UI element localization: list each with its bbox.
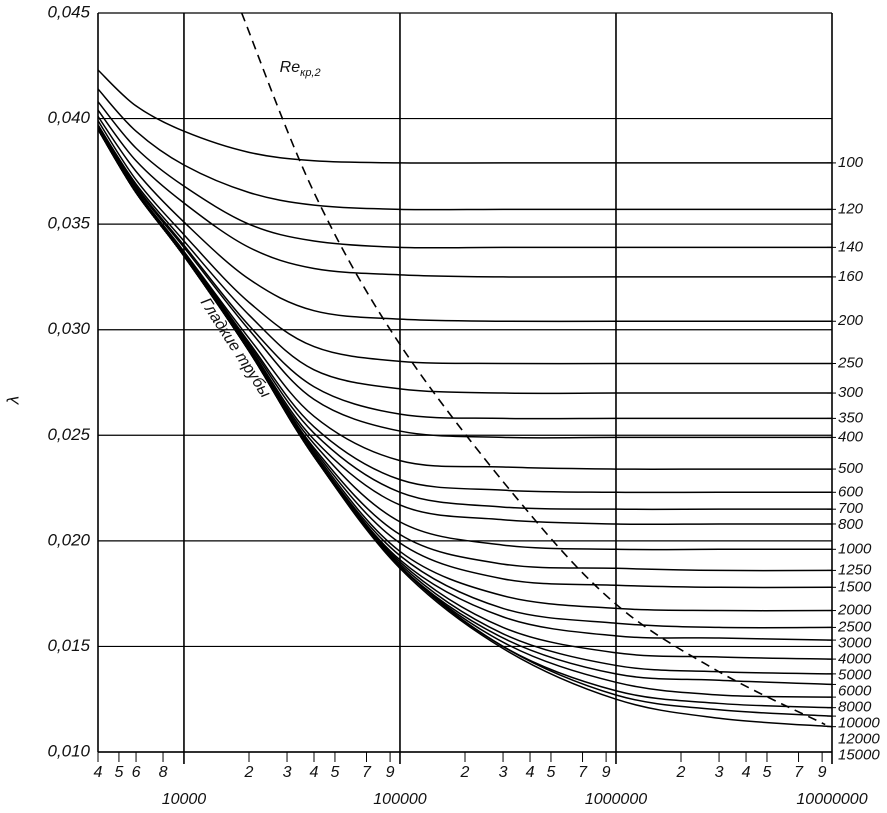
x-tick-label: 5: [330, 764, 339, 781]
curve-label: 4000: [838, 650, 872, 667]
curve-label: 5000: [838, 666, 872, 683]
curve-label: 400: [838, 428, 864, 445]
curve: [98, 116, 832, 323]
curve: [98, 124, 832, 395]
curve-label: 300: [838, 384, 864, 401]
curve-label: 2000: [837, 602, 872, 619]
curve-label: 160: [838, 268, 864, 285]
x-tick-label: 4: [94, 764, 103, 781]
curve-label: 140: [838, 238, 864, 255]
curve: [98, 128, 832, 728]
x-tick-label: 2: [676, 764, 686, 781]
curve: [98, 69, 832, 164]
curve: [98, 128, 832, 589]
curve: [98, 128, 832, 698]
y-tick-label: 0,010: [47, 741, 90, 760]
x-tick-label: 3: [715, 764, 724, 781]
x-major-label: 10000: [162, 791, 207, 808]
x-major-label: 100000: [373, 791, 426, 808]
curve: [98, 126, 832, 439]
curve: [98, 128, 832, 551]
curve-label: 3000: [838, 634, 872, 651]
x-tick-label: 4: [526, 764, 535, 781]
y-tick-label: 0,045: [47, 2, 90, 21]
x-tick-label: 9: [386, 764, 395, 781]
curve-label: 700: [838, 500, 864, 517]
x-tick-label: 9: [602, 764, 611, 781]
x-tick-label: 2: [460, 764, 470, 781]
y-tick-label: 0,030: [47, 319, 90, 338]
x-tick-label: 8: [159, 764, 168, 781]
x-tick-label: 4: [742, 764, 751, 781]
x-tick-label: 3: [283, 764, 292, 781]
critical-label: Reкр,2: [280, 59, 321, 79]
curve: [98, 101, 832, 249]
curve-label: 1250: [838, 561, 872, 578]
x-tick-label: 2: [244, 764, 254, 781]
critical-curve: [240, 13, 826, 726]
curve-label: 250: [837, 354, 864, 371]
curve-label: 1500: [838, 578, 872, 595]
curve: [98, 124, 832, 420]
x-tick-label: 6: [132, 764, 141, 781]
y-axis-label: λ: [3, 396, 22, 405]
curve-label: 800: [838, 516, 864, 533]
plot-area: [98, 13, 832, 728]
x-major-label: 10000000: [796, 791, 867, 808]
curve-label: 6000: [838, 682, 872, 699]
curve-label: 120: [838, 200, 864, 217]
curve-label: 10000: [838, 714, 880, 731]
smooth-label: Гладкие трубы: [197, 295, 274, 401]
y-tick-label: 0,025: [47, 425, 90, 444]
x-tick-label: 4: [310, 764, 319, 781]
y-tick-label: 0,015: [47, 636, 90, 655]
y-tick-label: 0,020: [47, 530, 90, 549]
critical-label-sub: кр,2: [300, 67, 321, 79]
curve-label: 15000: [838, 746, 880, 763]
curve-label: 200: [837, 312, 864, 329]
x-tick-label: 9: [818, 764, 827, 781]
x-tick-label: 5: [114, 764, 123, 781]
x-tick-label: 7: [794, 764, 804, 781]
curve: [98, 128, 832, 629]
curve: [98, 128, 832, 526]
curve: [98, 128, 832, 675]
curve-label: 1000: [838, 540, 872, 557]
x-tick-label: 5: [547, 764, 556, 781]
curve: [98, 120, 832, 365]
curve: [98, 109, 832, 278]
y-tick-label: 0,040: [47, 108, 90, 127]
x-tick-label: 7: [578, 764, 588, 781]
x-tick-label: 7: [362, 764, 372, 781]
curve-label: 600: [838, 483, 864, 500]
curve: [98, 126, 832, 494]
curve-label: 2500: [837, 618, 872, 635]
x-tick-label: 3: [499, 764, 508, 781]
curve-label: 100: [838, 154, 864, 171]
curve-label: 350: [838, 409, 864, 426]
curve: [98, 128, 832, 641]
x-major-label: 1000000: [585, 791, 647, 808]
critical-label-main: Re: [280, 59, 301, 76]
smooth-curve: [98, 128, 401, 569]
curve-label: 8000: [838, 698, 872, 715]
y-tick-label: 0,035: [47, 214, 90, 233]
curve: [98, 88, 832, 211]
curve-label: 12000: [838, 730, 880, 747]
curve-label: 500: [838, 460, 864, 477]
x-tick-label: 5: [763, 764, 772, 781]
